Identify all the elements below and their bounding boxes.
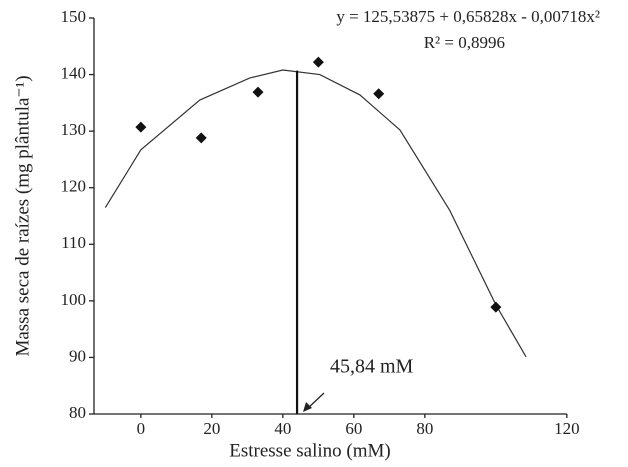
point (135, 121, 147, 133)
y-tick-label: 80 (69, 403, 86, 422)
y-tick-label: 140 (61, 63, 87, 82)
y-tick-label: 90 (69, 346, 86, 365)
x-tick-label: 20 (203, 419, 220, 438)
y-tick-label: 100 (61, 290, 87, 309)
fit-curve (104, 69, 527, 358)
equation: y = 125,53875 + 0,65828x - 0,00718x² (336, 7, 600, 26)
y-axis-label: Massa seca de raízes (mg plântula⁻¹) (12, 75, 33, 356)
point (490, 301, 502, 313)
x-tick-label: 80 (416, 419, 433, 438)
point (195, 132, 207, 144)
y-tick-label: 130 (61, 120, 87, 139)
y-tick-label: 150 (61, 7, 87, 26)
x-tick-label: 60 (345, 419, 362, 438)
arrow-head (303, 402, 312, 412)
y-tick-label: 120 (61, 177, 87, 196)
x-axis-label: Estresse salino (mM) (229, 440, 390, 461)
x-tick-label: 0 (137, 419, 146, 438)
x-tick-label: 120 (554, 419, 580, 438)
x-tick-label: 40 (274, 419, 291, 438)
y-tick-label: 110 (61, 233, 86, 252)
r-squared: R² = 0,8996 (424, 33, 505, 52)
point (312, 56, 324, 68)
point (252, 86, 264, 98)
annotation: 45,84 mM (330, 356, 414, 378)
point (373, 88, 385, 100)
